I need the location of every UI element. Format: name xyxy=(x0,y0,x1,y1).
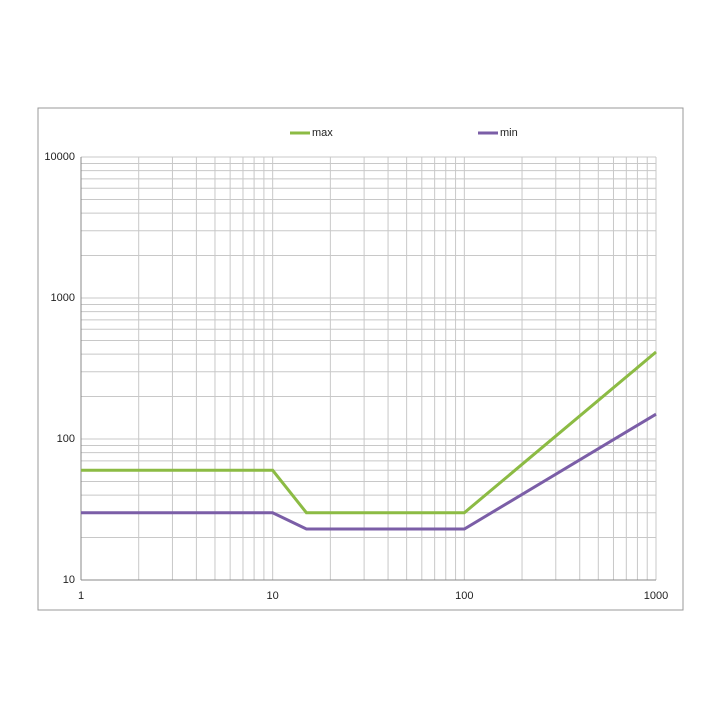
x-tick-label: 100 xyxy=(455,590,473,602)
legend-label: max xyxy=(312,127,333,139)
x-tick-label: 10 xyxy=(267,590,279,602)
series-line xyxy=(81,412,657,531)
x-tick-label: 1 xyxy=(78,590,84,602)
series-line xyxy=(81,350,657,515)
legend-label: min xyxy=(500,127,518,139)
y-tick-label: 1000 xyxy=(51,292,75,304)
y-tick-label: 100 xyxy=(57,433,75,445)
y-tick-label: 10000 xyxy=(44,151,75,163)
y-tick-label: 10 xyxy=(63,574,75,586)
chart-frame xyxy=(37,107,684,611)
x-tick-label: 1000 xyxy=(644,590,668,602)
